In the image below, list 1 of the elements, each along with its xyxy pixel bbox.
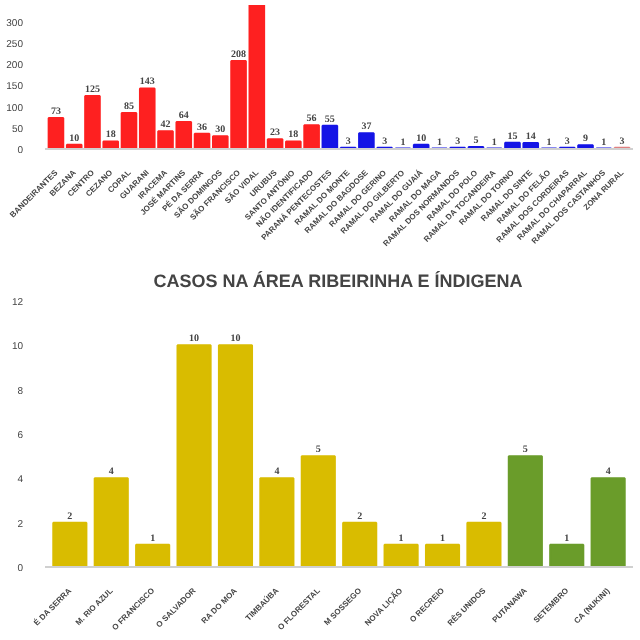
chart-title: CASOS NA ÁREA RIBEIRINHA E ÍNDIGENA	[153, 271, 524, 291]
